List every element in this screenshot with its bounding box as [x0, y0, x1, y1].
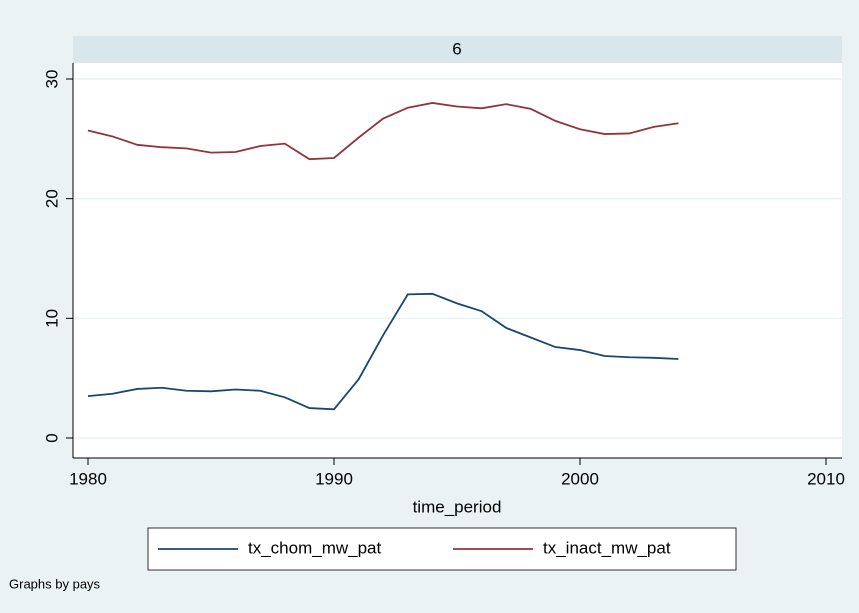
x-tick-label: 1980 [69, 469, 107, 488]
line [87, 292, 679, 411]
plot-area [73, 63, 842, 458]
x-axis-label: time_period [413, 497, 502, 516]
y-tick-label: 20 [42, 189, 61, 208]
x-tick-label: 1990 [315, 469, 353, 488]
legend-label: tx_inact_mw_pat [543, 538, 671, 557]
y-tick-label: 30 [42, 70, 61, 89]
y-tick-label: 0 [42, 433, 61, 442]
legend-label: tx_chom_mw_pat [248, 538, 382, 557]
line [87, 102, 679, 161]
y-tick-label: 10 [42, 309, 61, 328]
x-tick-label: 2010 [807, 469, 845, 488]
panel-header [73, 36, 842, 63]
legend [147, 527, 737, 571]
x-tick-label: 2000 [561, 469, 599, 488]
panel-title: 6 [452, 39, 461, 58]
note: Graphs by pays [9, 576, 101, 591]
